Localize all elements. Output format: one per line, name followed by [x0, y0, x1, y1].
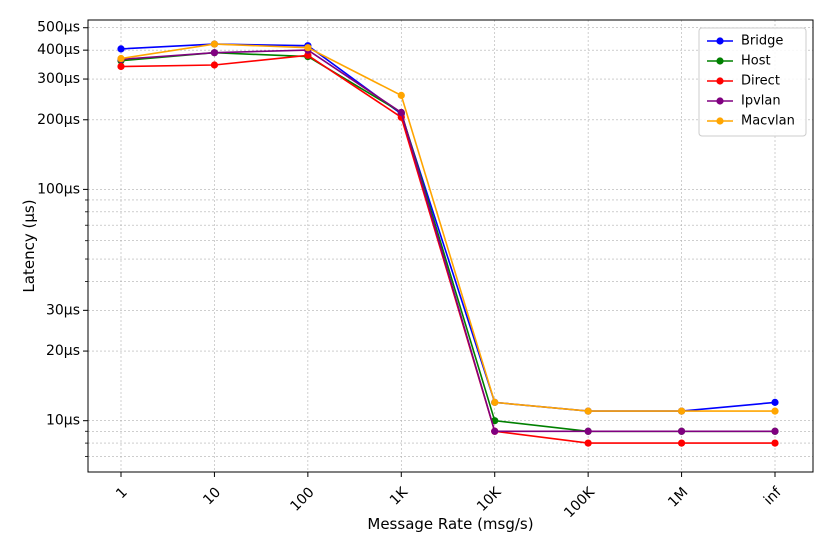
legend-label: Bridge: [741, 34, 783, 49]
x-tick-label: 100: [287, 484, 317, 514]
data-point: [491, 427, 499, 435]
y-tick-label: 300µs: [37, 71, 80, 87]
data-point: [491, 398, 499, 406]
legend-swatch-marker: [716, 97, 724, 105]
x-tick-label: 100K: [561, 484, 598, 521]
x-axis-label: Message Rate (msg/s): [367, 515, 533, 533]
legend-label: Direct: [741, 74, 780, 89]
y-axis-label: Latency (µs): [20, 199, 38, 292]
data-point: [210, 40, 219, 48]
data-point: [677, 407, 686, 415]
x-tick-label: 1M: [665, 484, 691, 510]
data-point: [584, 439, 592, 447]
legend-box: [698, 27, 807, 137]
legend-item: Macvlan: [707, 114, 795, 129]
x-tick-label: 10: [200, 484, 224, 508]
data-point: [771, 439, 779, 447]
plot-area: [88, 20, 813, 472]
series-line: [120, 43, 775, 412]
data-point: [677, 427, 686, 435]
series-line: [120, 49, 775, 433]
y-tick-label: 20µs: [46, 343, 80, 359]
data-point: [584, 407, 592, 415]
data-point: [117, 54, 125, 63]
series-macvlan: [117, 40, 779, 415]
data-point: [304, 51, 312, 59]
x-tick-label: 1: [113, 484, 131, 502]
series-group: [117, 40, 779, 447]
legend-label: Ipvlan: [741, 94, 781, 109]
data-point: [117, 45, 125, 53]
y-tick-label: 10µs: [46, 413, 80, 429]
y-tick-label: 100µs: [37, 181, 80, 197]
legend-swatch-marker: [716, 77, 724, 85]
data-point: [397, 108, 405, 117]
legend-swatch-marker: [716, 117, 724, 125]
data-point: [771, 407, 779, 415]
data-point: [771, 427, 779, 435]
legend: Bridge Host Direct Ipvlan Macvlan: [698, 27, 807, 137]
y-tick-label: 30µs: [46, 302, 80, 318]
legend-label: Macvlan: [741, 114, 795, 129]
y-tick-label: 500µs: [37, 20, 80, 36]
x-tick-label: 1K: [387, 484, 412, 509]
legend-swatch-marker: [716, 57, 724, 65]
data-point: [397, 91, 405, 99]
plot-frame: [87, 19, 814, 473]
legend-swatch-marker: [716, 37, 724, 45]
x-tick-label: inf: [761, 484, 786, 509]
x-tick-label: 10K: [474, 484, 505, 515]
legend-item: Direct: [707, 74, 780, 89]
data-point: [771, 398, 779, 406]
legend-label: Host: [741, 54, 771, 69]
legend-item: Bridge: [707, 34, 783, 49]
data-point: [210, 61, 219, 69]
data-point: [677, 439, 686, 447]
data-point: [117, 62, 125, 71]
y-tick-label: 200µs: [37, 112, 80, 128]
legend-item: Ipvlan: [707, 94, 781, 109]
data-point: [304, 44, 312, 52]
data-point: [210, 49, 219, 57]
legend-item: Host: [707, 54, 771, 69]
y-tick-label: 400µs: [37, 42, 80, 58]
data-point: [584, 427, 592, 435]
